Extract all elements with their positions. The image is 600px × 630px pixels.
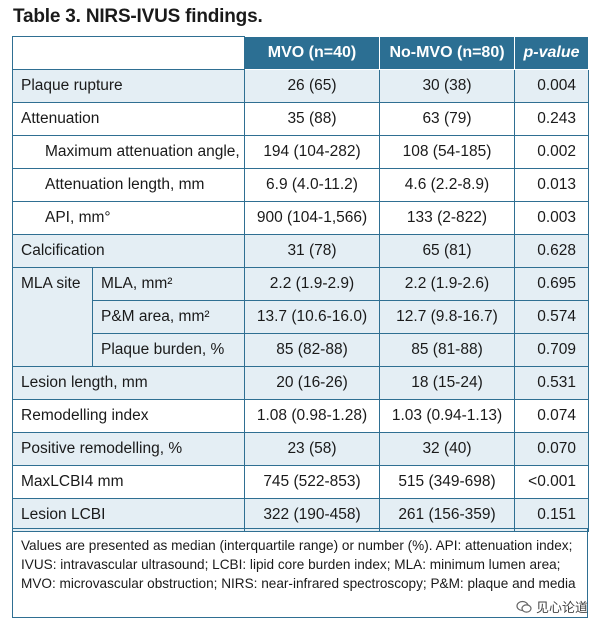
chat-bubble-icon	[516, 600, 532, 613]
table-row: MLA site MLA, mm² 2.2 (1.9-2.9) 2.2 (1.9…	[12, 267, 589, 367]
cell-p: 0.002	[514, 135, 589, 169]
cell-mvo: 26 (65)	[244, 69, 380, 103]
row-label: P&M area, mm²	[92, 300, 245, 334]
table-row: Lesion length, mm 20 (16-26) 18 (15-24) …	[12, 366, 589, 400]
cell-no-mvo: 133 (2-822)	[379, 201, 515, 235]
cell-no-mvo: 108 (54-185)	[379, 135, 515, 169]
cell-mvo: 1.08 (0.98-1.28)	[244, 399, 380, 433]
table-row: Attenuation 35 (88) 63 (79) 0.243	[12, 102, 589, 136]
cell-mvo: 20 (16-26)	[244, 366, 380, 400]
row-label: Maximum attenuation angle, °	[12, 135, 245, 169]
cell-no-mvo: 12.7 (9.8-16.7)	[379, 300, 515, 334]
row-label: Attenuation	[12, 102, 245, 136]
cell-mvo: 322 (190-458)	[244, 498, 380, 532]
watermark: 见心论道	[516, 597, 588, 616]
mla-site-label: MLA site	[12, 267, 93, 367]
cell-p: 0.709	[514, 333, 589, 367]
cell-p: 0.243	[514, 102, 589, 136]
row-label: MLA, mm²	[92, 267, 245, 301]
cell-mvo: 13.7 (10.6-16.0)	[244, 300, 380, 334]
table-row: MaxLCBI4 mm 745 (522-853) 515 (349-698) …	[12, 465, 589, 499]
row-label: Lesion LCBI	[12, 498, 245, 532]
row-label: Lesion length, mm	[12, 366, 245, 400]
table-row: API, mm° 900 (104-1,566) 133 (2-822) 0.0…	[12, 201, 589, 235]
cell-p: 0.004	[514, 69, 589, 103]
row-label: Calcification	[12, 234, 245, 268]
cell-p: 0.628	[514, 234, 589, 268]
cell-no-mvo: 63 (79)	[379, 102, 515, 136]
cell-no-mvo: 18 (15-24)	[379, 366, 515, 400]
cell-mvo: 85 (82-88)	[244, 333, 380, 367]
cell-mvo: 2.2 (1.9-2.9)	[244, 267, 380, 301]
cell-p: 0.013	[514, 168, 589, 202]
row-label: Remodelling index	[12, 399, 245, 433]
cell-no-mvo: 4.6 (2.2-8.9)	[379, 168, 515, 202]
cell-p: 0.531	[514, 366, 589, 400]
table-row: Maximum attenuation angle, ° 194 (104-28…	[12, 135, 589, 169]
row-label: Plaque rupture	[12, 69, 245, 103]
cell-p: 0.070	[514, 432, 589, 466]
table-row: Lesion LCBI 322 (190-458) 261 (156-359) …	[12, 498, 589, 532]
cell-no-mvo: 30 (38)	[379, 69, 515, 103]
table-row: Positive remodelling, % 23 (58) 32 (40) …	[12, 432, 589, 466]
cell-mvo: 745 (522-853)	[244, 465, 380, 499]
cell-no-mvo: 65 (81)	[379, 234, 515, 268]
cell-mvo: 6.9 (4.0-11.2)	[244, 168, 380, 202]
cell-mvo: 31 (78)	[244, 234, 380, 268]
cell-mvo: 23 (58)	[244, 432, 380, 466]
table-row: Remodelling index 1.08 (0.98-1.28) 1.03 …	[12, 399, 589, 433]
cell-no-mvo: 85 (81-88)	[379, 333, 515, 367]
header-row: MVO (n=40) No-MVO (n=80) p-value	[12, 36, 589, 70]
findings-table: MVO (n=40) No-MVO (n=80) p-value Plaque …	[12, 36, 589, 532]
row-label: Plaque burden, %	[92, 333, 245, 367]
header-mvo: MVO (n=40)	[244, 36, 380, 70]
header-p-value: p-value	[514, 36, 589, 70]
watermark-text: 见心论道	[535, 600, 588, 615]
table-row: Plaque burden, % 85 (82-88) 85 (81-88) 0…	[13, 333, 589, 367]
cell-mvo: 194 (104-282)	[244, 135, 380, 169]
row-label: Positive remodelling, %	[12, 432, 245, 466]
cell-mvo: 900 (104-1,566)	[244, 201, 380, 235]
cell-no-mvo: 515 (349-698)	[379, 465, 515, 499]
table-row: P&M area, mm² 13.7 (10.6-16.0) 12.7 (9.8…	[13, 300, 589, 334]
table-row: Calcification 31 (78) 65 (81) 0.628	[12, 234, 589, 268]
header-blank	[12, 36, 245, 70]
cell-p: 0.695	[514, 267, 589, 301]
table-row: Attenuation length, mm 6.9 (4.0-11.2) 4.…	[12, 168, 589, 202]
row-label: Attenuation length, mm	[12, 168, 245, 202]
header-no-mvo: No-MVO (n=80)	[379, 36, 515, 70]
cell-no-mvo: 1.03 (0.94-1.13)	[379, 399, 515, 433]
cell-p: 0.151	[514, 498, 589, 532]
footnote-text: Values are presented as median (interqua…	[21, 538, 576, 591]
table-title: Table 3. NIRS-IVUS findings.	[13, 6, 263, 27]
table-row: Plaque rupture 26 (65) 30 (38) 0.004	[12, 69, 589, 103]
cell-no-mvo: 2.2 (1.9-2.6)	[379, 267, 515, 301]
row-label: API, mm°	[12, 201, 245, 235]
cell-p: 0.574	[514, 300, 589, 334]
cell-p: 0.003	[514, 201, 589, 235]
row-label: MaxLCBI4 mm	[12, 465, 245, 499]
cell-no-mvo: 261 (156-359)	[379, 498, 515, 532]
cell-p: <0.001	[514, 465, 589, 499]
cell-no-mvo: 32 (40)	[379, 432, 515, 466]
cell-p: 0.074	[514, 399, 589, 433]
cell-mvo: 35 (88)	[244, 102, 380, 136]
footnote: Values are presented as median (interqua…	[12, 528, 588, 618]
